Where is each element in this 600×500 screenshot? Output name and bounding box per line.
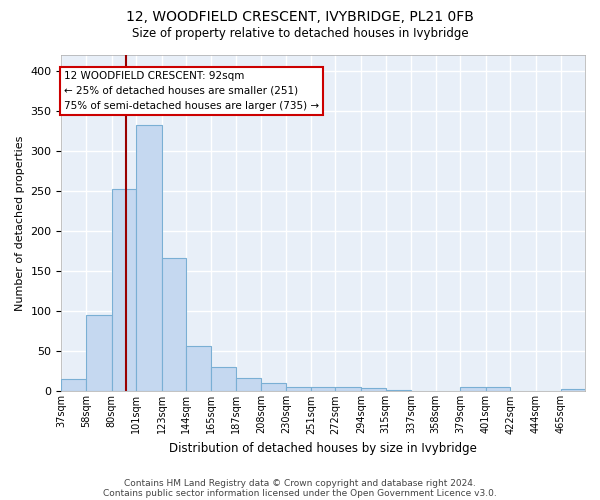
Bar <box>136 124 161 392</box>
Bar <box>486 388 511 392</box>
Bar <box>86 316 112 392</box>
Bar <box>386 390 411 392</box>
Bar <box>311 388 335 392</box>
Bar <box>361 388 386 392</box>
Bar <box>536 390 560 392</box>
Bar <box>436 390 460 392</box>
Bar <box>560 389 585 392</box>
Text: 12, WOODFIELD CRESCENT, IVYBRIDGE, PL21 0FB: 12, WOODFIELD CRESCENT, IVYBRIDGE, PL21 … <box>126 10 474 24</box>
Bar <box>236 378 261 392</box>
Text: Contains HM Land Registry data © Crown copyright and database right 2024.: Contains HM Land Registry data © Crown c… <box>124 478 476 488</box>
Bar <box>261 384 286 392</box>
Y-axis label: Number of detached properties: Number of detached properties <box>15 136 25 311</box>
Bar <box>61 380 86 392</box>
X-axis label: Distribution of detached houses by size in Ivybridge: Distribution of detached houses by size … <box>169 442 477 455</box>
Bar <box>460 388 486 392</box>
Bar <box>335 388 361 392</box>
Bar <box>411 390 436 392</box>
Bar <box>112 189 136 392</box>
Text: Contains public sector information licensed under the Open Government Licence v3: Contains public sector information licen… <box>103 488 497 498</box>
Bar <box>211 368 236 392</box>
Bar <box>511 390 536 392</box>
Text: Size of property relative to detached houses in Ivybridge: Size of property relative to detached ho… <box>131 28 469 40</box>
Text: 12 WOODFIELD CRESCENT: 92sqm
← 25% of detached houses are smaller (251)
75% of s: 12 WOODFIELD CRESCENT: 92sqm ← 25% of de… <box>64 71 319 110</box>
Bar <box>161 258 186 392</box>
Bar <box>186 346 211 392</box>
Bar <box>286 386 311 392</box>
